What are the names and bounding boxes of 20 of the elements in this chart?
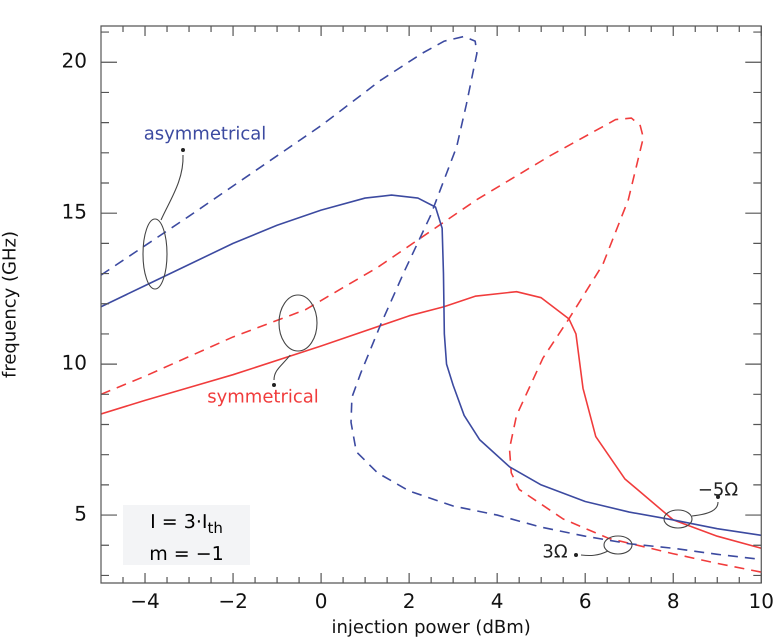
- y-axis-title: frequency (GHz): [0, 231, 20, 378]
- annotation: I = 3·I$_{th}$: [150, 511, 223, 537]
- x-tick-label: −2: [218, 589, 248, 614]
- y-tick-label: 15: [62, 199, 87, 224]
- x-tick-label: 6: [578, 589, 592, 614]
- annotation: m = −1: [149, 542, 224, 565]
- x-tick-label: 4: [490, 589, 504, 614]
- y-tick-label: 10: [62, 350, 87, 374]
- x-tick-label: 8: [666, 589, 680, 614]
- annotation: asymmetrical: [144, 124, 266, 144]
- y-tick-label: 20: [62, 48, 87, 72]
- x-axis-title: injection power (dBm): [331, 616, 531, 638]
- x-tick-label: 2: [402, 589, 416, 614]
- y-tick-label: 5: [74, 501, 87, 526]
- x-tick-label: 10: [748, 589, 774, 614]
- annotation: −5Ω: [698, 480, 738, 500]
- x-tick-label: 0: [314, 589, 328, 614]
- annotation: symmetrical: [207, 386, 319, 408]
- annotation: 3Ω: [542, 542, 568, 562]
- x-tick-label: −4: [130, 589, 160, 614]
